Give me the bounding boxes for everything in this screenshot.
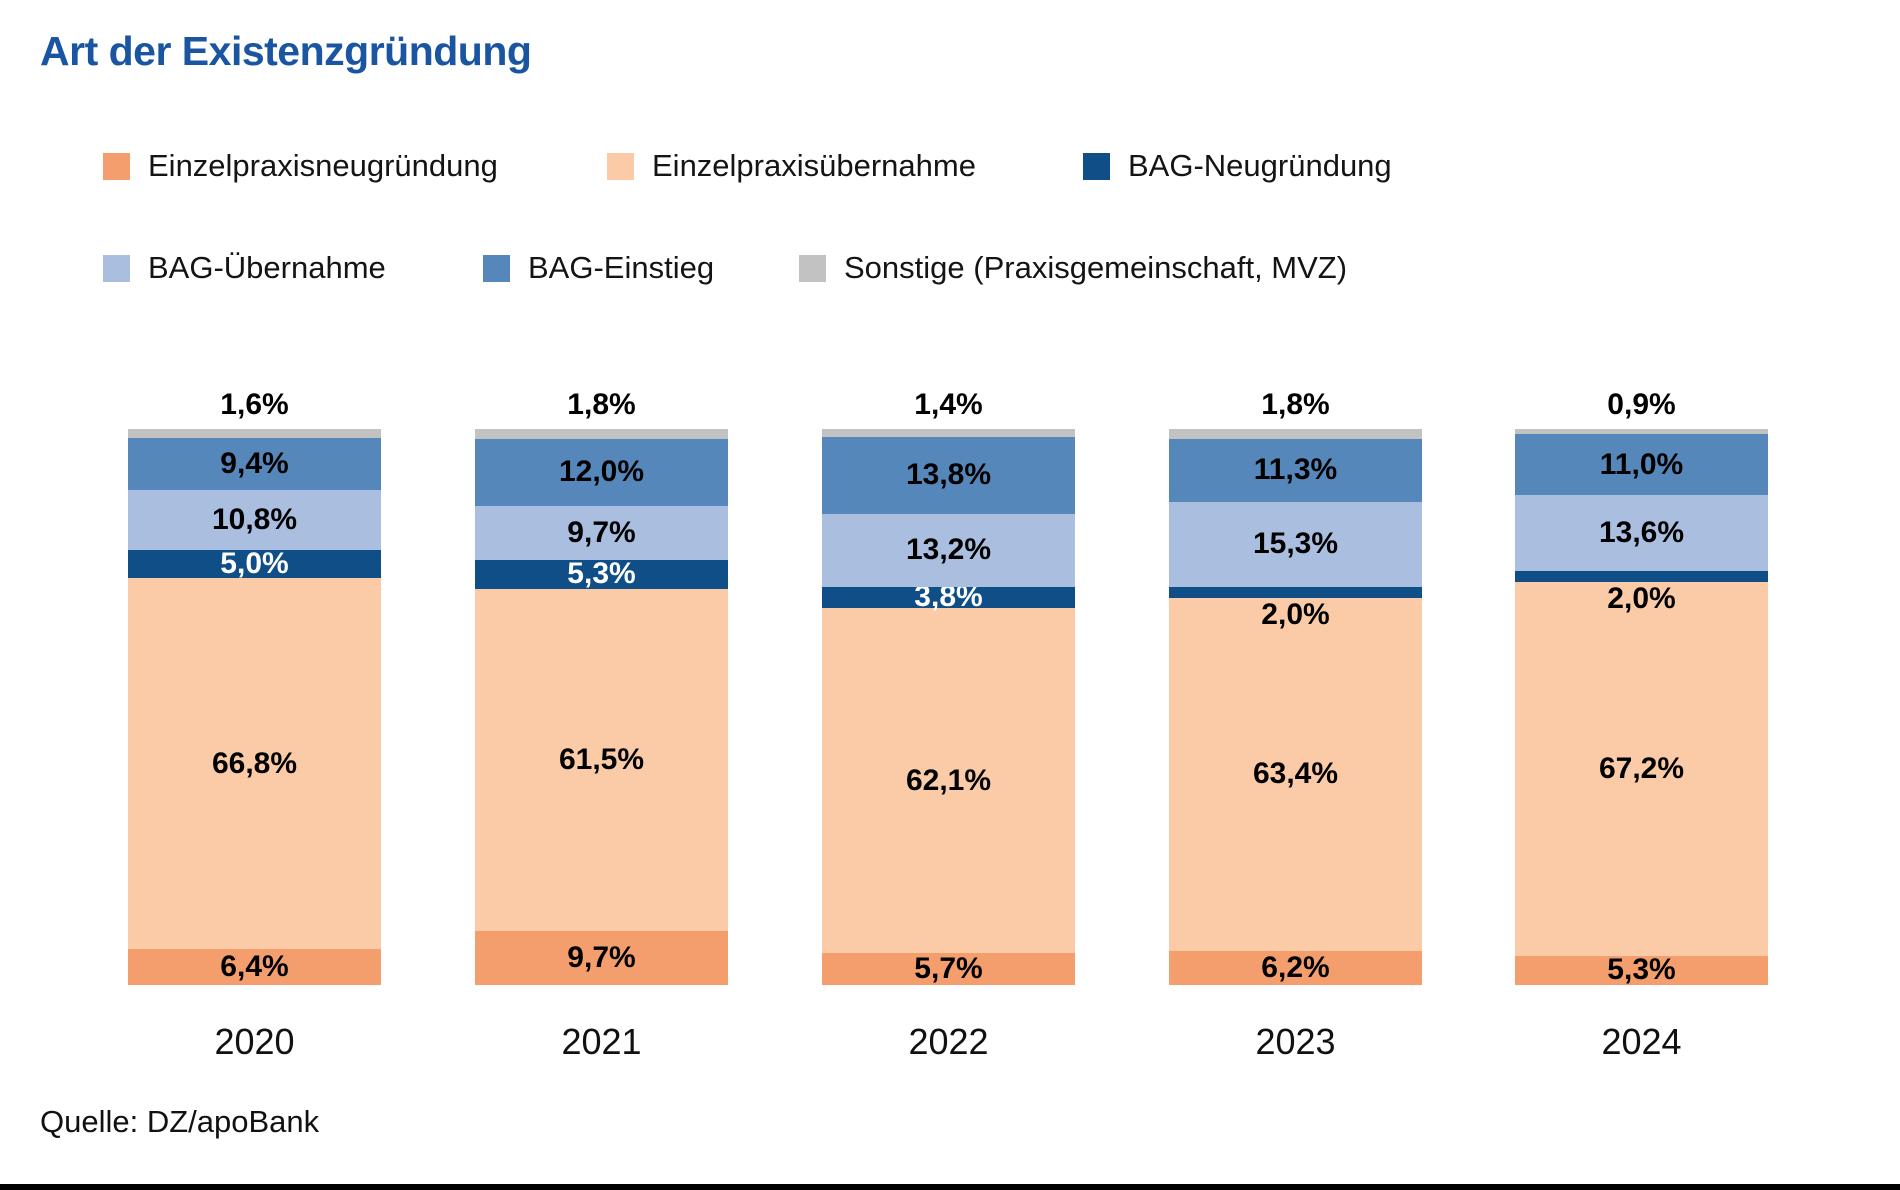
legend-label: Sonstige (Praxisgemeinschaft, MVZ) (844, 250, 1348, 285)
segment-medblue-2020 (128, 437, 381, 491)
bar-2021: 9,7% 61,5% 5,3% 9,7% 12,0% 1,8% 2021 (475, 390, 728, 1062)
segment-gray-2024 (1515, 429, 1768, 435)
segment-value-label: 6,4% (220, 950, 289, 984)
segment-darkblue-2020 (128, 550, 381, 579)
total-top-value-label: 1,6% (220, 388, 289, 421)
source-note: Quelle: DZ/apoBank (40, 1104, 320, 1139)
legend-label: Einzelpraxisneugründung (148, 148, 498, 183)
legend-swatch-icon (483, 254, 510, 282)
segment-darkblue-2022 (822, 586, 1075, 609)
segment-medblue-2024 (1515, 434, 1768, 496)
segment-value-label: 13,2% (905, 533, 992, 567)
segment-value-label: 11,0% (1599, 447, 1684, 481)
legend-item: Einzelpraxisneugründung (103, 148, 498, 184)
segment-orange-2020 (128, 949, 381, 985)
segment-value-label: 5,3% (1607, 953, 1676, 987)
legend-swatch-icon (1083, 152, 1110, 180)
segment-gray-2020 (128, 429, 381, 438)
segment-gray-2022 (822, 429, 1075, 437)
category-label-2022: 2022 (908, 1021, 989, 1062)
total-top-value-label: 1,8% (567, 388, 636, 421)
segment-value-label: 3,8% (914, 580, 983, 614)
legend-swatch-icon (103, 152, 130, 180)
segment-gray-2023 (1169, 429, 1422, 440)
segment-peach-2022 (822, 608, 1075, 954)
segment-value-label: 2,0% (1607, 581, 1676, 615)
segment-value-label: 5,7% (914, 952, 983, 986)
segment-lightblue-2020 (128, 490, 381, 551)
category-label-2024: 2024 (1601, 1021, 1682, 1062)
segment-orange-2024 (1515, 955, 1768, 985)
segment-value-label: 13,6% (1598, 515, 1685, 549)
segment-orange-2022 (822, 953, 1075, 985)
segment-value-label: 9,7% (567, 941, 636, 975)
segment-value-label: 9,4% (220, 447, 289, 481)
segment-value-label: 66,8% (211, 746, 298, 780)
segment-value-label: 12,0% (558, 455, 645, 489)
legend-label: BAG-Übernahme (148, 250, 386, 285)
segment-value-label: 15,3% (1252, 527, 1339, 561)
segment-value-label: 5,0% (220, 547, 289, 581)
category-label-2020: 2020 (214, 1021, 295, 1062)
legend-item: Einzelpraxisübernahme (607, 148, 976, 184)
segment-gray-2021 (475, 429, 728, 440)
bar-2024: 5,3% 67,2% 2,0% 13,6% 11,0% 0,9% 2024 (1515, 390, 1768, 1062)
segment-value-label: 11,3% (1253, 453, 1338, 487)
legend-swatch-icon (799, 254, 826, 282)
total-top-value-label: 1,4% (914, 388, 983, 421)
segment-darkblue-2021 (475, 559, 728, 590)
segment-darkblue-2024 (1515, 570, 1768, 582)
segment-value-label: 13,8% (905, 458, 992, 492)
category-label-2021: 2021 (561, 1021, 642, 1062)
segment-value-label: 67,2% (1598, 751, 1685, 785)
total-top-value-label: 1,8% (1261, 388, 1330, 421)
page-title: Art der Existenzgründung (40, 28, 532, 74)
total-top-value-label: 0,9% (1607, 388, 1676, 421)
stacked-bar-plot: 6,4% 66,8% 5,0% 10,8% 9,4% 1,6% 2020 9,7% 61,5% 5… (0, 390, 1900, 1062)
segment-orange-2021 (475, 931, 728, 985)
segment-lightblue-2022 (822, 513, 1075, 587)
segment-peach-2021 (475, 589, 728, 932)
segment-value-label: 63,4% (1252, 757, 1339, 791)
bar-2020: 6,4% 66,8% 5,0% 10,8% 9,4% 1,6% 2020 (128, 390, 381, 1062)
segment-peach-2024 (1515, 581, 1768, 956)
bar-2022: 5,7% 62,1% 3,8% 13,2% 13,8% 1,4% 2022 (822, 390, 1075, 1062)
segment-lightblue-2021 (475, 505, 728, 560)
segment-peach-2020 (128, 578, 381, 950)
segment-value-label: 61,5% (558, 743, 645, 777)
segment-value-label: 9,7% (567, 515, 636, 549)
bottom-rule (0, 1184, 1900, 1190)
segment-orange-2023 (1169, 950, 1422, 985)
legend-swatch-icon (607, 152, 634, 180)
legend-label: Einzelpraxisübernahme (652, 148, 976, 183)
segment-value-label: 10,8% (211, 503, 298, 537)
segment-value-label: 2,0% (1261, 598, 1330, 632)
segment-lightblue-2024 (1515, 495, 1768, 571)
legend-item: BAG-Neugründung (1083, 148, 1392, 184)
legend-item: Sonstige (Praxisgemeinschaft, MVZ) (799, 250, 1347, 286)
segment-darkblue-2023 (1169, 586, 1422, 599)
legend-swatch-icon (103, 254, 130, 282)
segment-value-label: 62,1% (905, 763, 992, 797)
legend-label: BAG-Einstieg (528, 250, 715, 285)
segment-medblue-2022 (822, 436, 1075, 514)
legend-label: BAG-Neugründung (1128, 148, 1392, 183)
segment-value-label: 5,3% (567, 557, 636, 591)
segment-lightblue-2023 (1169, 501, 1422, 587)
bar-2023: 6,2% 63,4% 2,0% 15,3% 11,3% 1,8% 2023 (1169, 390, 1422, 1062)
legend-item: BAG-Einstieg (483, 250, 714, 286)
legend-item: BAG-Übernahme (103, 250, 386, 286)
category-label-2023: 2023 (1255, 1021, 1336, 1062)
segment-value-label: 6,2% (1261, 950, 1330, 984)
segment-medblue-2023 (1169, 439, 1422, 502)
segment-medblue-2021 (475, 439, 728, 506)
segment-peach-2023 (1169, 598, 1422, 951)
